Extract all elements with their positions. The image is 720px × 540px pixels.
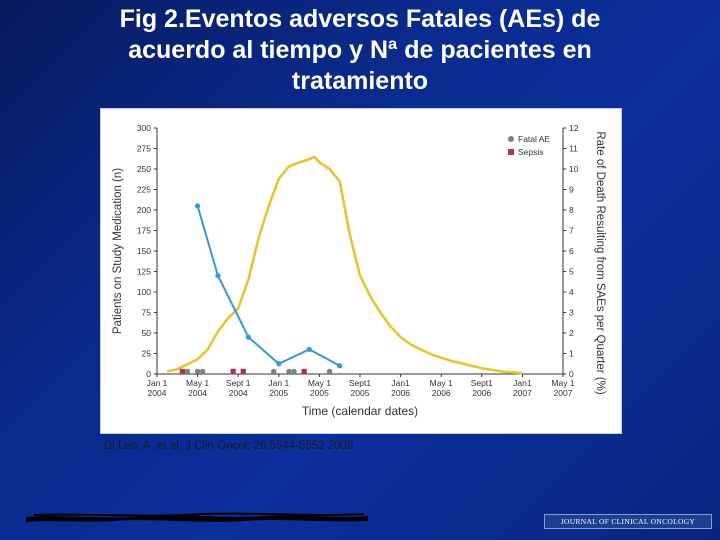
y-tick-label: 300 <box>137 123 151 133</box>
y-tick-label: 125 <box>137 267 151 277</box>
slide-title-line-1: Fig 2.Eventos adversos Fatales (AEs) de <box>119 5 601 33</box>
y2-tick-label: 8 <box>569 205 574 215</box>
x-tick-label: Sept1 <box>471 378 493 388</box>
y-tick-label: 200 <box>137 205 151 215</box>
legend-sepsis-label: Sepsis <box>518 147 544 157</box>
sepsis-marker <box>230 368 236 374</box>
fatal-ae-marker <box>184 368 191 375</box>
y2-tick-label: 3 <box>569 308 574 318</box>
series-point <box>337 363 343 369</box>
x-tick-label: Jan 1 <box>147 378 168 388</box>
series-point <box>245 334 251 340</box>
series-point <box>195 203 201 209</box>
x-tick-label: Sept 1 <box>226 378 251 388</box>
y2-tick-label: 11 <box>569 144 578 154</box>
x-tick-label: 2004 <box>148 388 167 398</box>
fatal-ae-marker <box>326 368 333 375</box>
sepsis-marker <box>301 368 307 374</box>
x-tick-label: Sept1 <box>349 378 371 388</box>
x-tick-label: 2004 <box>229 388 248 398</box>
y2-tick-label: 12 <box>569 123 579 133</box>
y-tick-label: 75 <box>142 308 152 318</box>
x-tick-label: May 1 <box>551 378 574 388</box>
slide-title-line-3: tratamiento <box>291 67 429 95</box>
y-tick-label: 275 <box>137 144 151 154</box>
y-tick-label: 50 <box>142 328 152 338</box>
y-axis-label: Patients on Study Medication (n) <box>112 168 124 334</box>
x-axis-label: Time (calendar dates) <box>302 404 418 418</box>
fatal-ae-marker <box>194 368 201 375</box>
x-tick-label: May 1 <box>430 378 453 388</box>
x-tick-label: Jan 1 <box>268 378 289 388</box>
sepsis-marker <box>240 368 246 374</box>
y2-tick-label: 4 <box>569 287 574 297</box>
y2-tick-label: 10 <box>569 164 579 174</box>
x-tick-label: 2005 <box>310 388 329 398</box>
x-tick-label: May 1 <box>186 378 209 388</box>
fatal-ae-marker <box>291 368 297 375</box>
fatal-ae-marker <box>271 368 277 375</box>
x-tick-label: 2006 <box>432 388 451 398</box>
x-tick-label: Jan1 <box>391 378 410 388</box>
series-point <box>306 346 312 352</box>
chart: 0255075100125150175200225250275300012345… <box>112 123 606 418</box>
citation: Di Leo, A. et al. J Clin Oncol; 26:5544-… <box>104 440 354 452</box>
y-tick-label: 250 <box>137 164 151 174</box>
y-tick-label: 150 <box>137 246 151 256</box>
journal-logo: JOURNAL OF CLINICAL ONCOLOGY <box>544 514 712 529</box>
x-tick-label: 2006 <box>391 388 410 398</box>
fatal-ae-marker <box>199 368 206 375</box>
series-line-1 <box>196 205 341 367</box>
y-tick-label: 225 <box>137 185 151 195</box>
y-tick-label: 25 <box>142 349 152 359</box>
legend-sepsis-swatch <box>508 149 514 155</box>
y-tick-label: 100 <box>137 287 151 297</box>
legend-fatal-ae-swatch <box>508 136 514 142</box>
x-tick-label: 2005 <box>269 388 288 398</box>
redaction-scribble <box>26 512 368 522</box>
sepsis-marker <box>179 368 185 374</box>
x-tick-label: 2004 <box>188 388 207 398</box>
fatal-ae-marker <box>286 368 292 375</box>
chart-panel: 0 25 50 75 100 125 150 175 200 225 250 275 300 0 1 2 3 4 5… <box>100 108 622 434</box>
x-tick-label: 2007 <box>554 388 573 398</box>
y2-tick-label: 0 <box>569 369 574 379</box>
y-tick-label: 175 <box>137 226 151 236</box>
y2-tick-label: 1 <box>569 349 574 359</box>
x-tick-label: May 1 <box>308 378 331 388</box>
y-tick-label: 0 <box>146 369 151 379</box>
y2-tick-label: 5 <box>569 267 574 277</box>
legend-fatal-ae-label: Fatal AE <box>518 134 550 144</box>
y2-tick-label: 9 <box>569 185 574 195</box>
y2-tick-label: 7 <box>569 226 574 236</box>
slide-title: Fig 2.Eventos adversos Fatales (AEs) de … <box>0 4 720 97</box>
y2-axis-label: Rate of Death Resulting from SAEs per Qu… <box>594 131 606 394</box>
x-tick-label: 2006 <box>472 388 491 398</box>
series-point <box>215 273 221 279</box>
y2-tick-label: 2 <box>569 328 574 338</box>
series-line-0 <box>166 155 523 375</box>
y2-tick-label: 6 <box>569 246 574 256</box>
series-point <box>276 361 282 367</box>
x-tick-label: Jan1 <box>513 378 532 388</box>
slide-title-line-2: acuerdo al tiempo y Nª de pacientes en <box>128 36 592 64</box>
x-tick-label: 2007 <box>513 388 532 398</box>
x-tick-label: 2005 <box>351 388 370 398</box>
